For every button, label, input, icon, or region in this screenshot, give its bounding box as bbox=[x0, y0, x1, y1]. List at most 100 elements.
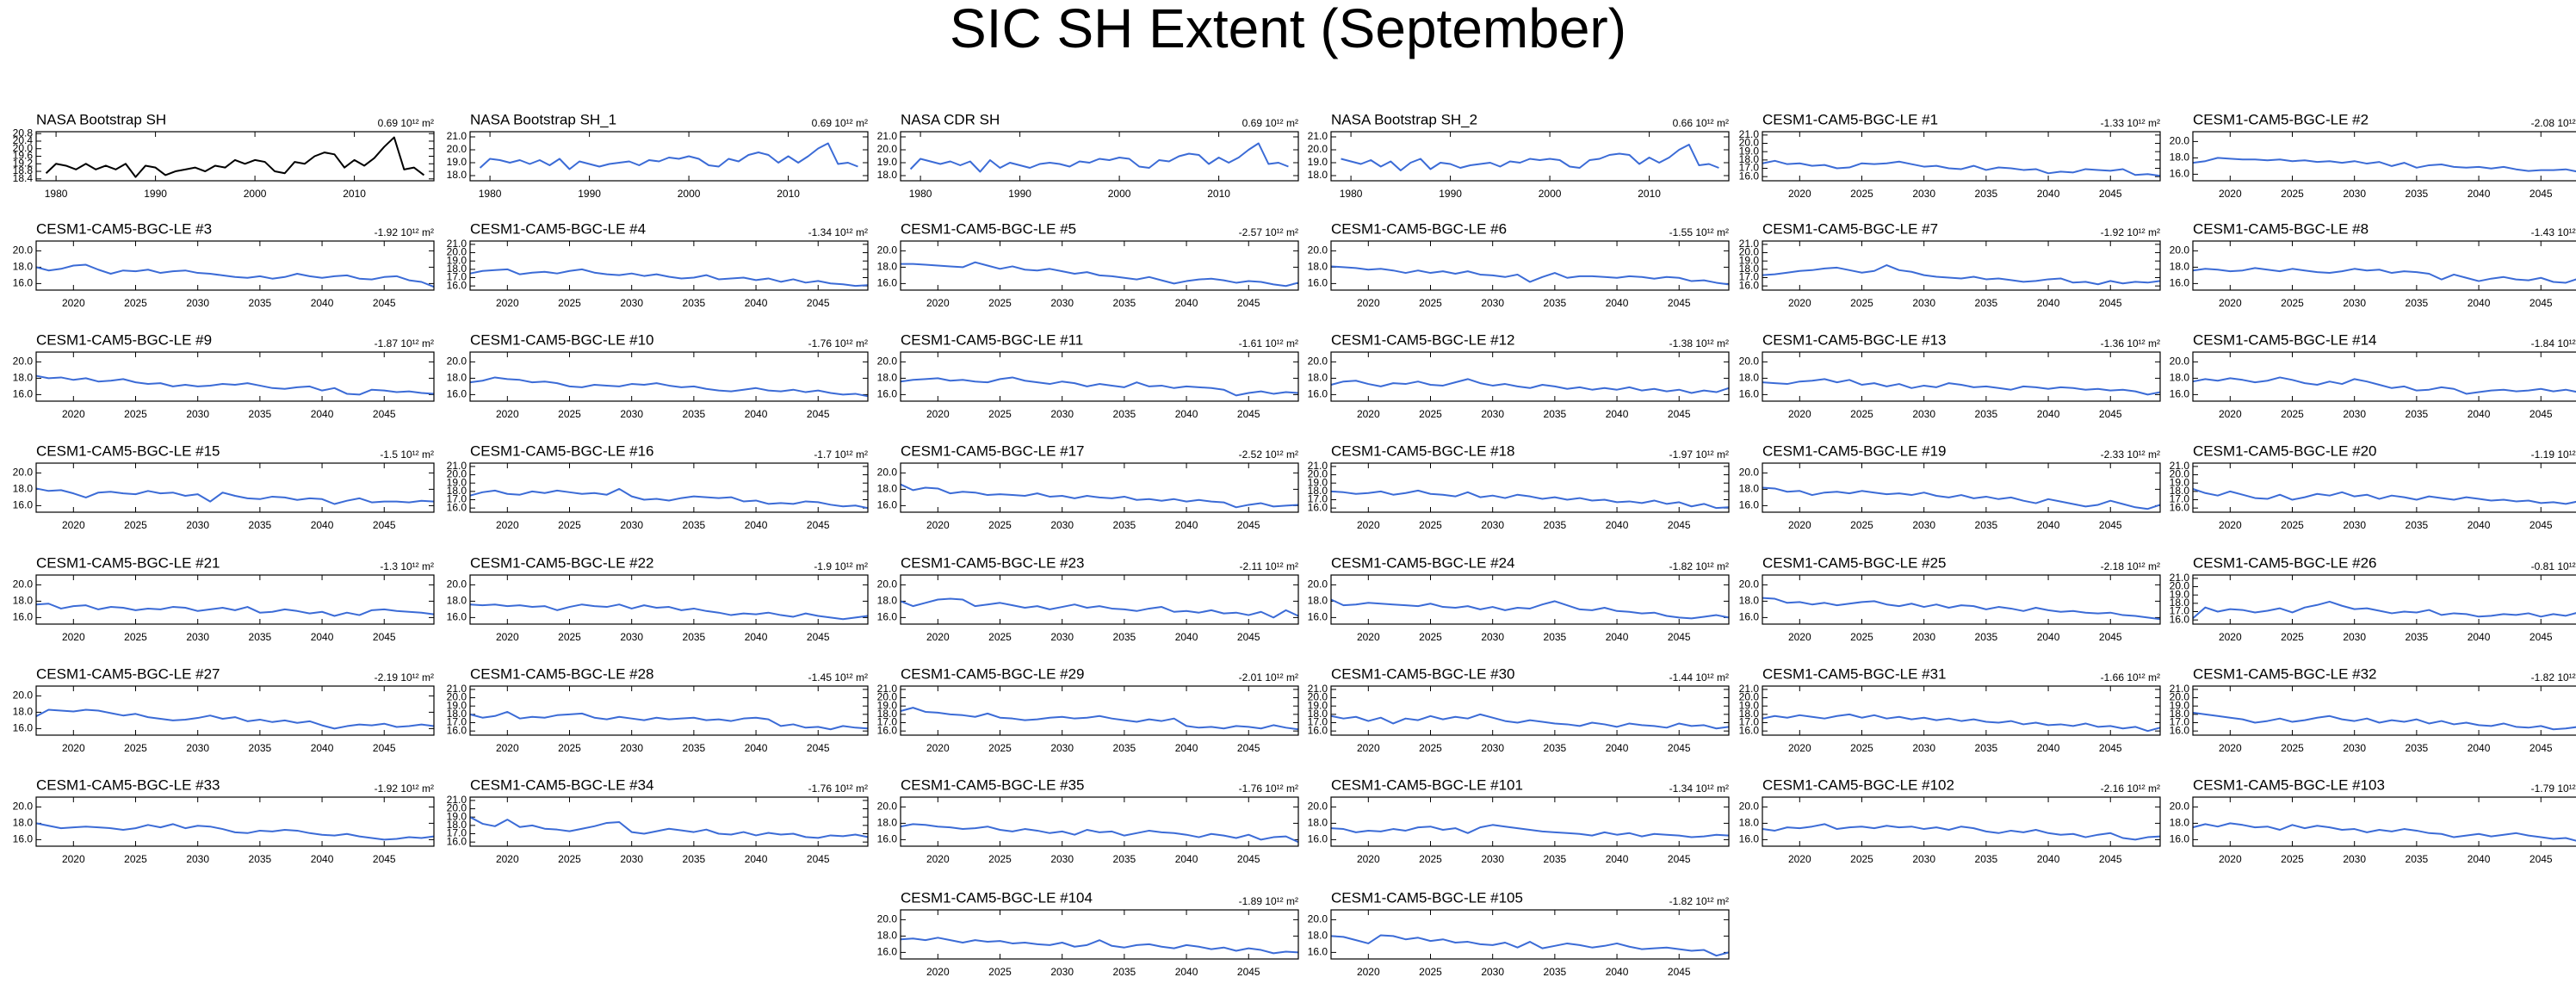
x-tick-label: 2040 bbox=[2468, 408, 2491, 420]
x-tick-label: 2045 bbox=[1668, 408, 1691, 420]
x-tick-label: 2045 bbox=[807, 519, 830, 531]
panel-title: CESM1-CAM5-BGC-LE #7 bbox=[1762, 220, 1938, 237]
x-tick-label: 2020 bbox=[496, 408, 519, 420]
x-tick-label: 2045 bbox=[1237, 297, 1260, 309]
plot-frame bbox=[469, 574, 869, 625]
x-tick-label: 2030 bbox=[1481, 966, 1504, 978]
series-line bbox=[35, 487, 435, 505]
plot-frame bbox=[1330, 796, 1730, 847]
x-tick-label: 2000 bbox=[1539, 188, 1562, 200]
x-tick-label: 2030 bbox=[1912, 519, 1935, 531]
panel-title: CESM1-CAM5-BGC-LE #32 bbox=[2193, 665, 2377, 682]
x-tick-label: 2025 bbox=[124, 408, 147, 420]
trend-annotation: -2.11 10¹² m² bbox=[1240, 560, 1298, 572]
x-tick-label: 2020 bbox=[496, 631, 519, 643]
panel-title: CESM1-CAM5-BGC-LE #5 bbox=[901, 220, 1076, 237]
x-tick-label: 2035 bbox=[249, 297, 272, 309]
y-tick-label: 20.0 bbox=[13, 690, 34, 702]
series-line bbox=[2192, 157, 2576, 173]
series-line bbox=[2192, 488, 2576, 505]
y-tick-label: 16.0 bbox=[1308, 501, 1328, 513]
y-tick-label: 20.0 bbox=[1308, 468, 1328, 480]
y-tick-label: 19.0 bbox=[1739, 699, 1760, 711]
y-tick-label: 16.0 bbox=[877, 724, 898, 736]
plot-frame bbox=[1330, 685, 1730, 736]
trend-annotation: -2.33 10¹² m² bbox=[2101, 448, 2160, 461]
y-tick-label: 17.0 bbox=[1308, 493, 1328, 505]
plot-frame bbox=[900, 240, 1299, 291]
panel-title: CESM1-CAM5-BGC-LE #6 bbox=[1331, 220, 1507, 237]
series-line bbox=[35, 822, 435, 841]
figure-title: SIC SH Extent (September) bbox=[950, 0, 1626, 59]
plot-frame bbox=[900, 574, 1299, 625]
panel-title: CESM1-CAM5-BGC-LE #4 bbox=[470, 220, 646, 237]
y-tick-label: 18.0 bbox=[1739, 372, 1760, 384]
x-tick-label: 2020 bbox=[496, 742, 519, 754]
y-tick-label: 16.0 bbox=[2170, 613, 2190, 625]
x-tick-label: 2040 bbox=[2037, 519, 2060, 531]
x-tick-label: 2025 bbox=[1850, 853, 1873, 865]
x-tick-label: 2020 bbox=[1788, 408, 1811, 420]
x-tick-label: 2025 bbox=[124, 297, 147, 309]
x-tick-label: 2025 bbox=[988, 742, 1012, 754]
y-tick-label: 18.0 bbox=[877, 169, 898, 181]
x-tick-label: 2045 bbox=[1237, 631, 1260, 643]
y-tick-label: 20.0 bbox=[1308, 143, 1328, 155]
y-tick-label: 16.0 bbox=[2170, 501, 2190, 513]
x-tick-label: 2020 bbox=[62, 297, 85, 309]
y-tick-label: 18.0 bbox=[447, 595, 468, 607]
panel: CESM1-CAM5-BGC-LE #31 -1.66 10¹² m² 16.017… bbox=[1739, 665, 2161, 754]
x-tick-label: 2030 bbox=[186, 408, 209, 420]
y-tick-label: 21.0 bbox=[447, 683, 468, 695]
y-tick-label: 16.0 bbox=[13, 833, 34, 845]
x-tick-label: 2025 bbox=[1850, 408, 1873, 420]
x-tick-label: 2040 bbox=[1606, 966, 1629, 978]
series-line bbox=[2192, 822, 2576, 842]
y-tick-label: 16.0 bbox=[13, 277, 34, 289]
x-tick-label: 2020 bbox=[1788, 853, 1811, 865]
series-line bbox=[469, 710, 869, 731]
x-tick-label: 2040 bbox=[2037, 188, 2060, 200]
y-tick-label: 20.0 bbox=[877, 143, 898, 155]
x-tick-label: 2045 bbox=[373, 297, 396, 309]
y-tick-label: 18.0 bbox=[1308, 169, 1328, 181]
panel-title: CESM1-CAM5-BGC-LE #2 bbox=[2193, 111, 2369, 127]
series-line bbox=[35, 708, 435, 730]
series-line bbox=[1330, 598, 1730, 620]
panel-title: CESM1-CAM5-BGC-LE #24 bbox=[1331, 554, 1515, 571]
series-line bbox=[469, 487, 869, 510]
panel-title: NASA CDR SH bbox=[901, 111, 1000, 127]
trend-annotation: -1.34 10¹² m² bbox=[1669, 782, 1729, 795]
panel-title: CESM1-CAM5-BGC-LE #12 bbox=[1331, 331, 1515, 348]
panel-title: CESM1-CAM5-BGC-LE #9 bbox=[36, 331, 212, 348]
trend-annotation: -1.38 10¹² m² bbox=[1669, 337, 1729, 349]
y-tick-label: 20.0 bbox=[13, 142, 34, 154]
plot-frame bbox=[1762, 240, 2161, 291]
plot-frame bbox=[2192, 685, 2576, 736]
y-tick-label: 17.0 bbox=[877, 716, 898, 728]
panel: CESM1-CAM5-BGC-LE #9 -1.87 10¹² m² 16.0 18.… bbox=[13, 331, 435, 420]
x-tick-label: 2045 bbox=[2099, 519, 2122, 531]
y-tick-label: 19.0 bbox=[1739, 254, 1760, 266]
y-tick-label: 18.0 bbox=[877, 261, 898, 273]
y-tick-label: 16.0 bbox=[877, 946, 898, 958]
x-tick-label: 2020 bbox=[1788, 519, 1811, 531]
plot-frame bbox=[900, 685, 1299, 736]
plot-frame bbox=[35, 685, 435, 736]
x-tick-label: 2030 bbox=[1912, 408, 1935, 420]
y-tick-label: 20.0 bbox=[447, 578, 468, 591]
y-tick-label: 16.0 bbox=[1308, 611, 1328, 623]
panel: NASA Bootstrap SH 0.69 10¹² m²18.418.819.… bbox=[13, 111, 435, 200]
series-line bbox=[1762, 597, 2161, 621]
x-tick-label: 2030 bbox=[186, 631, 209, 643]
x-tick-label: 2030 bbox=[1912, 742, 1935, 754]
x-tick-label: 2045 bbox=[1237, 742, 1260, 754]
x-tick-label: 2025 bbox=[2281, 853, 2304, 865]
x-tick-label: 2000 bbox=[244, 188, 267, 200]
y-tick-label: 18.0 bbox=[1308, 372, 1328, 384]
x-tick-label: 2040 bbox=[2468, 853, 2491, 865]
x-tick-label: 2035 bbox=[1544, 519, 1567, 531]
panel: CESM1-CAM5-BGC-LE #4 -1.34 10¹² m² 16.017.… bbox=[447, 220, 869, 309]
x-tick-label: 2040 bbox=[1175, 742, 1198, 754]
